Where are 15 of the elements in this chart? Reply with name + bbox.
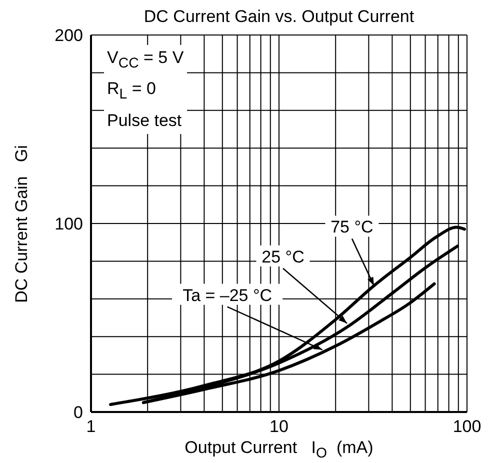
x-tick-label: 100 <box>452 417 482 436</box>
y-tick-label: 0 <box>74 403 83 422</box>
y-tick-label: 100 <box>54 214 83 234</box>
x-tick-label: 10 <box>270 417 288 436</box>
annotation: Ta = –25 °C <box>182 286 272 305</box>
annotation: R$_{L}$ = 0 <box>107 79 156 103</box>
y-axis-title: DC Current Gain Gi <box>12 144 31 302</box>
x-tick-label: 1 <box>86 417 96 436</box>
x-axis-title: Output Current I$_{O}$ (mA) <box>184 438 374 462</box>
chart-title: DC Current Gain vs. Output Current <box>144 7 414 26</box>
annotation: Pulse test <box>107 110 182 130</box>
annotation: V$_{CC}$ = 5 V <box>107 48 184 72</box>
annotation: 25 °C <box>262 247 304 266</box>
y-tick-label: 200 <box>54 26 83 46</box>
annotation: 75 °C <box>330 218 374 237</box>
